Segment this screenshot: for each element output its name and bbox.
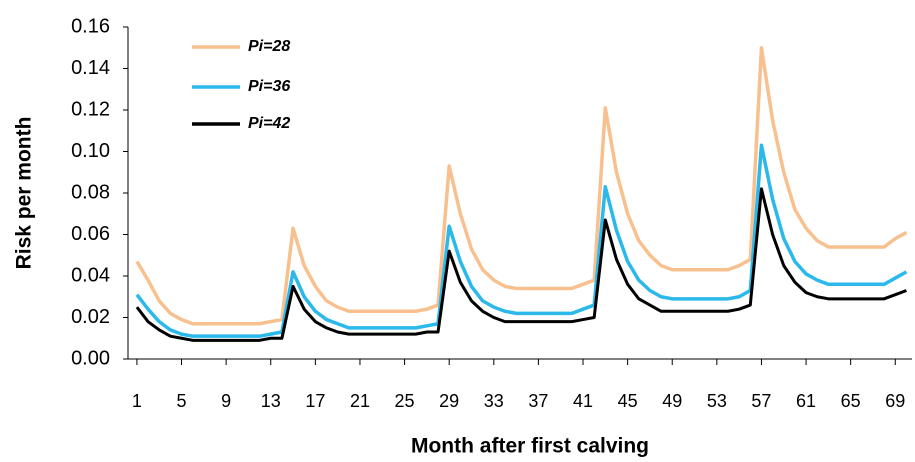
x-tick-label: 1	[132, 391, 142, 411]
x-tick-label: 9	[221, 391, 231, 411]
y-tick-label: 0.08	[71, 181, 110, 203]
x-tick-label: 37	[528, 391, 548, 411]
legend-label: Pi=42	[248, 115, 290, 132]
series-line	[135, 46, 908, 326]
series-line	[135, 143, 908, 338]
x-tick-label: 5	[177, 391, 187, 411]
legend-label: Pi=28	[248, 38, 290, 55]
y-tick-label: 0.00	[71, 347, 110, 369]
y-tick-label: 0.02	[71, 306, 110, 328]
x-tick-label: 49	[662, 391, 682, 411]
x-tick-label: 53	[707, 391, 727, 411]
x-tick-label: 13	[261, 391, 281, 411]
x-tick-label: 65	[841, 391, 861, 411]
x-tick-label: 17	[305, 391, 325, 411]
y-tick-label: 0.04	[71, 264, 110, 286]
x-tick-label: 45	[618, 391, 638, 411]
y-tick-label: 0.12	[71, 98, 110, 120]
x-axis-title: Month after first calving	[411, 435, 649, 458]
x-tick-label: 29	[439, 391, 459, 411]
series-line	[135, 187, 907, 342]
x-tick-label: 69	[885, 391, 905, 411]
y-tick-label: 0.16	[71, 15, 110, 37]
y-tick-label: 0.10	[71, 140, 110, 162]
y-axis-title: Risk per month	[13, 117, 36, 270]
x-tick-label: 57	[751, 391, 771, 411]
legend-label: Pi=36	[248, 78, 290, 95]
y-tick-label: 0.14	[71, 57, 110, 79]
x-tick-label: 61	[796, 391, 816, 411]
x-tick-label: 41	[573, 391, 593, 411]
x-tick-label: 25	[395, 391, 415, 411]
x-tick-label: 21	[350, 391, 370, 411]
x-tick-label: 33	[484, 391, 504, 411]
y-tick-label: 0.06	[71, 223, 110, 245]
